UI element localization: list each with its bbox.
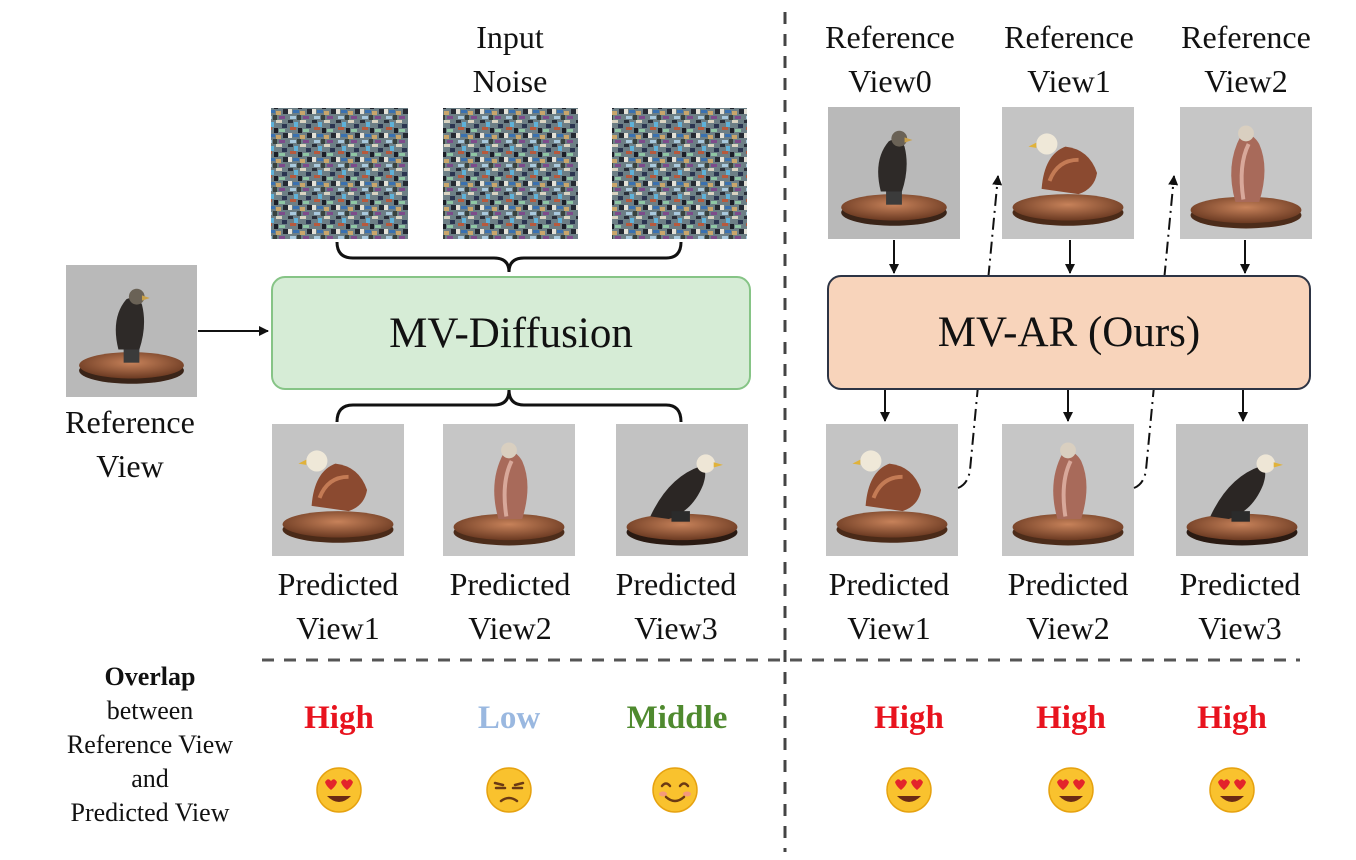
- diffusion-predicted-label-2: Predicted View2: [430, 562, 590, 650]
- ar-predicted-1-line-1: Predicted: [828, 566, 950, 602]
- ar-reference-image-0: [828, 107, 960, 239]
- reference-view-image: [66, 265, 197, 397]
- ar-predicted-2-line-1: Predicted: [1007, 566, 1129, 602]
- mv-ar-label: MV-AR (Ours): [937, 309, 1201, 356]
- ar-reference-2-line-2: View2: [1204, 63, 1288, 99]
- diffusion-predicted-3-line-1: Predicted: [615, 566, 737, 602]
- ar-predicted-label-3: Predicted View3: [1160, 562, 1320, 650]
- heart-eyes-emoji-icon: [1209, 767, 1255, 813]
- unamused-emoji-icon: [486, 767, 532, 813]
- diffusion-predicted-image-3: [616, 424, 748, 556]
- heart-eyes-emoji-icon: [316, 767, 362, 813]
- input-noise-label: Input Noise: [430, 15, 590, 103]
- diffusion-rating-3: Middle: [626, 700, 728, 736]
- ar-predicted-2-line-2: View2: [1026, 610, 1110, 646]
- ar-predicted-label-1: Predicted View1: [809, 562, 969, 650]
- pred2-to-ref2-feedback-arrow: [1133, 175, 1179, 489]
- legend-line-2: Reference View: [66, 730, 234, 759]
- noise-image-1: [271, 108, 408, 239]
- ar-predicted-image-1: [824, 422, 960, 558]
- diffusion-predicted-1-line-2: View1: [296, 610, 380, 646]
- ar-reference-0-line-1: Reference: [825, 19, 955, 55]
- diffusion-rating-2: Low: [477, 700, 541, 736]
- input-noise-line-1: Input: [476, 19, 544, 55]
- ar-reference-label-0: Reference View0: [810, 15, 970, 103]
- ar-rating-1: High: [874, 700, 944, 736]
- reference-view-line-2: View: [96, 448, 164, 484]
- reference-view-line-1: Reference: [65, 404, 195, 440]
- diffusion-predicted-2-line-2: View2: [468, 610, 552, 646]
- diffusion-rating-1: High: [304, 700, 374, 736]
- diffusion-predicted-2-line-1: Predicted: [449, 566, 571, 602]
- diffusion-predicted-3-line-2: View3: [634, 610, 718, 646]
- heart-eyes-emoji-icon: [1048, 767, 1094, 813]
- diffusion-predicted-label-1: Predicted View1: [258, 562, 418, 650]
- ar-rating-2: High: [1036, 700, 1106, 736]
- diffusion-predicted-1-line-1: Predicted: [277, 566, 399, 602]
- noise-image-2: [443, 108, 578, 239]
- legend-title: Overlap: [104, 662, 196, 691]
- legend-line-3: and: [131, 764, 169, 793]
- ar-reference-image-1: [1000, 105, 1136, 241]
- ar-reference-0-line-2: View0: [848, 63, 932, 99]
- ar-predicted-image-2: [1000, 422, 1136, 558]
- ar-predicted-1-line-2: View1: [847, 610, 931, 646]
- diffusion-predicted-image-2: [441, 422, 577, 558]
- noise-brace: [335, 241, 683, 273]
- ar-reference-1-line-2: View1: [1027, 63, 1111, 99]
- reference-view-label: Reference View: [40, 400, 220, 488]
- legend-line-1: between: [106, 696, 194, 725]
- mv-diffusion-label: MV-Diffusion: [389, 309, 633, 357]
- ar-reference-label-2: Reference View2: [1166, 15, 1326, 103]
- ar-predicted-image-3: [1176, 424, 1308, 556]
- diffusion-predicted-label-3: Predicted View3: [596, 562, 756, 650]
- ar-rating-3: High: [1197, 700, 1267, 736]
- ar-reference-2-line-1: Reference: [1181, 19, 1311, 55]
- heart-eyes-emoji-icon: [886, 767, 932, 813]
- ar-predicted-label-2: Predicted View2: [988, 562, 1148, 650]
- mv-diffusion-box: MV-Diffusion: [271, 276, 751, 390]
- legend-line-4: Predicted View: [70, 798, 230, 827]
- overlap-legend: Overlap between Reference View and Predi…: [40, 660, 260, 830]
- smiling-emoji-icon: [652, 767, 698, 813]
- ar-predicted-3-line-1: Predicted: [1179, 566, 1301, 602]
- mv-ar-box: MV-AR (Ours): [827, 275, 1311, 390]
- output-brace: [335, 389, 683, 423]
- ar-predicted-3-line-2: View3: [1198, 610, 1282, 646]
- ar-reference-image-2: [1178, 105, 1314, 241]
- input-noise-line-2: Noise: [472, 63, 548, 99]
- ar-reference-label-1: Reference View1: [989, 15, 1149, 103]
- pred1-to-ref1-feedback-arrow: [957, 175, 1003, 489]
- ar-reference-1-line-1: Reference: [1004, 19, 1134, 55]
- diffusion-predicted-image-1: [270, 422, 406, 558]
- noise-image-3: [612, 108, 747, 239]
